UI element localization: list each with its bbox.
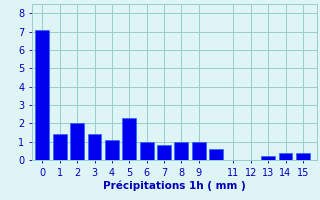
X-axis label: Précipitations 1h ( mm ): Précipitations 1h ( mm ) (103, 180, 246, 191)
Bar (53, 134, 67, 160)
Bar (140, 142, 154, 160)
Bar (105, 140, 119, 160)
Bar (122, 118, 136, 160)
Bar (88, 134, 101, 160)
Bar (174, 142, 188, 160)
Bar (209, 149, 223, 160)
Bar (261, 156, 275, 160)
Bar (279, 153, 292, 160)
Bar (296, 153, 310, 160)
Bar (192, 142, 206, 160)
Bar (70, 123, 84, 160)
Bar (157, 145, 171, 160)
Bar (36, 30, 49, 160)
